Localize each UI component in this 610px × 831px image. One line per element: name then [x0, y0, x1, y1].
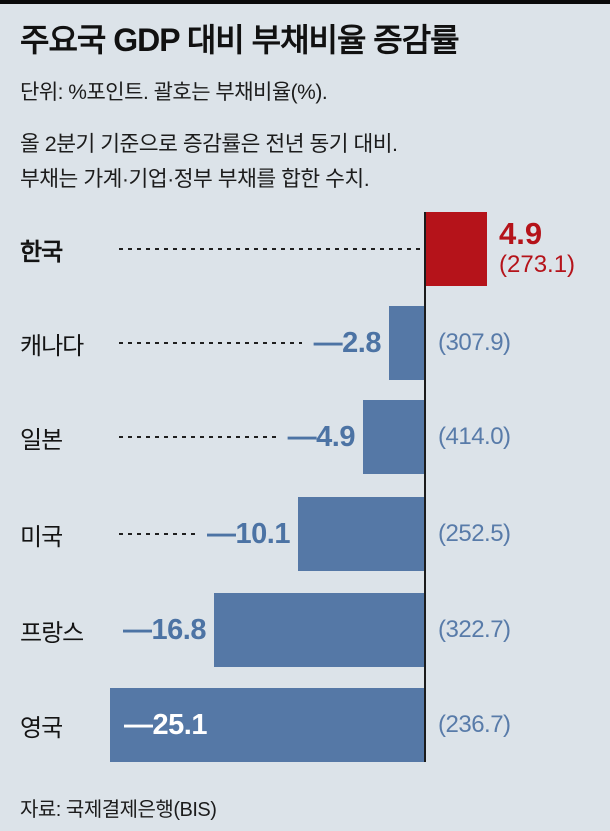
change-value-stack: 4.9 (273.1) — [499, 212, 575, 279]
change-value: —2.8 — [313, 326, 382, 359]
country-label: 한국 — [20, 238, 63, 266]
country-label: 프랑스 — [20, 619, 84, 647]
leader-line — [119, 436, 276, 438]
change-bar — [110, 688, 424, 762]
change-value: 4.9 — [499, 216, 543, 251]
top-border-rule — [0, 0, 610, 4]
change-bar — [426, 212, 487, 286]
change-value: —4.9 — [287, 420, 356, 453]
change-bar — [363, 400, 424, 474]
country-label: 일본 — [20, 426, 63, 454]
debt-ratio: (236.7) — [438, 711, 511, 738]
unit-note: 단위: %포인트. 괄호는 부채비율(%). — [20, 81, 328, 104]
debt-ratio: (322.7) — [438, 616, 511, 643]
change-bar — [298, 497, 424, 571]
country-label: 영국 — [20, 714, 63, 742]
change-value: —16.8 — [123, 613, 206, 646]
debt-ratio: (414.0) — [438, 423, 511, 450]
country-label: 캐나다 — [20, 332, 84, 360]
leader-line — [119, 342, 302, 344]
debt-ratio: (252.5) — [438, 520, 511, 547]
description-note-line2: 부채는 가계·기업·정부 부채를 합한 수치. — [20, 167, 370, 191]
bar-chart: 한국 4.9 (273.1) 캐나다 —2.8 (307.9) 일본 —4.9 (414.0) 미… — [0, 212, 610, 764]
change-bar — [389, 306, 424, 380]
change-value: —25.1 — [124, 708, 207, 741]
leader-line — [119, 248, 421, 250]
change-value: —10.1 — [207, 517, 290, 550]
change-bar — [214, 593, 424, 667]
debt-ratio: (273.1) — [499, 251, 576, 278]
source-line: 자료: 국제결제은행(BIS) — [20, 799, 217, 821]
debt-ratio: (307.9) — [438, 329, 511, 356]
country-label: 미국 — [20, 523, 63, 551]
axis-line — [424, 212, 426, 762]
page-title: 주요국 GDP 대비 부채비율 증감률 — [20, 22, 460, 58]
description-note-line1: 올 2분기 기준으로 증감률은 전년 동기 대비. — [20, 132, 398, 156]
description-note: 올 2분기 기준으로 증감률은 전년 동기 대비. 부채는 가계·기업·정부 부… — [20, 127, 398, 197]
leader-line — [119, 533, 195, 535]
